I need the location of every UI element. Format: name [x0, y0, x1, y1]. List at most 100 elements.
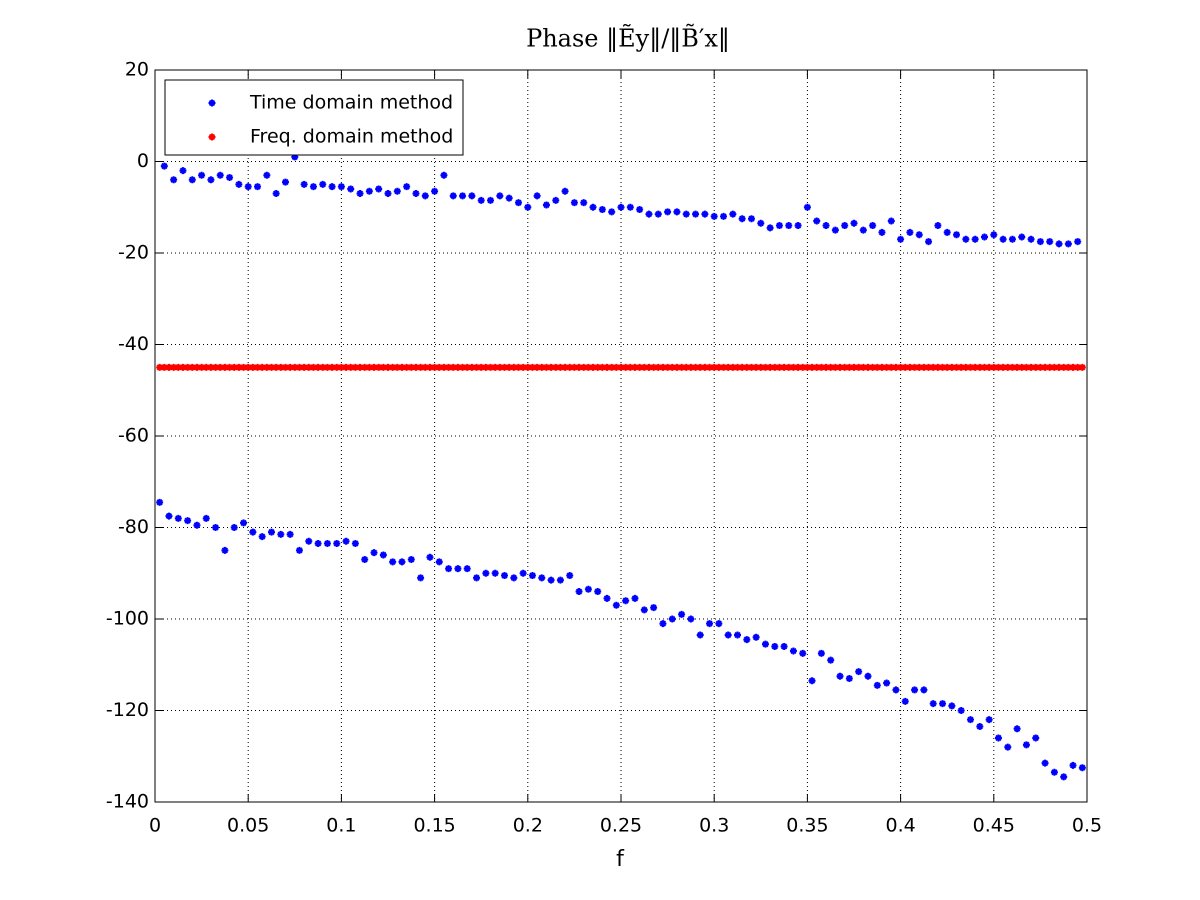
data-point [678, 610, 686, 618]
data-point [570, 199, 578, 207]
data-point [561, 363, 569, 371]
data-point [412, 190, 420, 198]
data-point [1069, 363, 1077, 371]
data-point [179, 363, 187, 371]
data-point [771, 363, 779, 371]
data-point [850, 219, 858, 227]
x-tick-label: 0.1 [326, 815, 356, 837]
data-point [277, 363, 285, 371]
data-point [533, 363, 541, 371]
x-tick-label: 0.05 [227, 815, 269, 837]
data-point [226, 363, 234, 371]
data-point [710, 363, 718, 371]
data-point [463, 565, 471, 573]
data-point [594, 363, 602, 371]
data-point [370, 363, 378, 371]
data-point [799, 363, 807, 371]
data-point [244, 183, 252, 191]
data-point [780, 642, 788, 650]
data-point [1004, 743, 1012, 751]
data-point [570, 363, 578, 371]
data-point [1078, 764, 1086, 772]
data-point [682, 363, 690, 371]
data-point [589, 363, 597, 371]
data-point [431, 363, 439, 371]
data-point [403, 363, 411, 371]
data-point [482, 569, 490, 577]
data-point [659, 620, 667, 628]
data-point [328, 183, 336, 191]
data-point [323, 363, 331, 371]
data-point [1008, 235, 1016, 243]
data-point [967, 363, 974, 371]
data-point [1041, 759, 1049, 767]
data-point [873, 681, 881, 689]
data-point [375, 185, 383, 193]
plot-marks [156, 153, 1086, 781]
data-point [421, 363, 429, 371]
data-point [645, 363, 653, 371]
data-point [1050, 768, 1058, 776]
data-point [706, 620, 714, 628]
data-point [454, 363, 462, 371]
data-point [668, 363, 676, 371]
data-point [580, 199, 588, 207]
data-point [323, 540, 331, 548]
data-point [892, 686, 900, 694]
data-point [272, 190, 280, 198]
data-point [514, 363, 522, 371]
data-point [445, 363, 453, 371]
data-point [379, 363, 387, 371]
data-point [994, 363, 1002, 371]
data-point [598, 206, 606, 214]
data-point [598, 363, 606, 371]
data-point [216, 171, 224, 179]
data-point [608, 363, 616, 371]
data-point [985, 716, 993, 724]
data-point [1074, 363, 1082, 371]
data-point [864, 363, 872, 371]
data-point [309, 363, 317, 371]
data-point [1027, 235, 1035, 243]
data-point [985, 363, 993, 371]
data-point [1022, 363, 1030, 371]
data-point [528, 572, 536, 580]
data-point [710, 212, 718, 220]
data-point [477, 196, 485, 204]
data-point [528, 363, 536, 371]
data-point [198, 363, 206, 371]
data-point [365, 187, 373, 195]
data-point [650, 604, 658, 612]
data-point [757, 363, 765, 371]
data-point [738, 363, 746, 371]
data-point [775, 363, 783, 371]
data-point [789, 647, 797, 655]
data-point [300, 363, 308, 371]
data-point [897, 235, 905, 243]
data-point [603, 594, 611, 602]
data-point [869, 222, 877, 230]
data-point [575, 588, 583, 596]
data-point [249, 363, 257, 371]
y-tick-label: -80 [118, 516, 149, 538]
data-point [188, 363, 196, 371]
data-point [747, 363, 755, 371]
data-point [347, 185, 355, 193]
data-point [514, 199, 522, 207]
data-point [435, 363, 443, 371]
data-point [561, 187, 569, 195]
data-point [1078, 363, 1086, 371]
data-point [305, 537, 313, 545]
data-point [1060, 363, 1068, 371]
data-point [230, 524, 238, 531]
data-point [221, 363, 229, 371]
data-point [212, 524, 220, 531]
data-point [883, 679, 891, 687]
data-point [696, 363, 704, 371]
chart-title: Phase ‖Ẽy‖/‖B̃′x‖ [526, 23, 730, 54]
data-point [1064, 363, 1072, 371]
y-tick-label: -120 [106, 699, 149, 721]
data-point [328, 363, 336, 371]
data-point [706, 363, 714, 371]
